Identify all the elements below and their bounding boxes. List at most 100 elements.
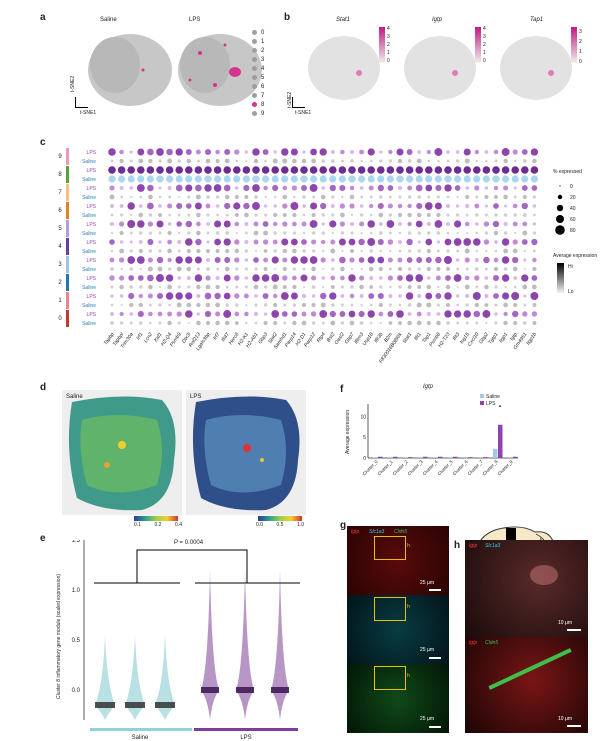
dotplot-dot — [272, 184, 279, 192]
dotplot-dot — [474, 185, 480, 191]
dotplot-dot — [378, 222, 383, 226]
dotplot-dot — [254, 213, 258, 217]
dotplot-dot — [435, 293, 442, 299]
dotplot-dot — [456, 303, 459, 307]
dotplot-dot — [436, 266, 441, 272]
dotplot-dot — [465, 267, 469, 271]
dotplot-dot — [348, 175, 356, 183]
dotplot-gene-label: B2m — [383, 332, 394, 344]
dotplot-gene-label: Rtp4 — [316, 332, 327, 344]
dotplot-dot — [444, 238, 452, 246]
dotplot-dot — [512, 203, 518, 209]
dotplot-dot — [302, 231, 306, 235]
dotplot-dot — [214, 256, 221, 264]
feature-plot-igtp-hotspot — [452, 70, 458, 76]
dotplot-dot — [120, 267, 123, 271]
dotplot-dot — [282, 194, 288, 200]
dotplot-dot — [300, 166, 308, 174]
dotplot-dot — [417, 195, 421, 199]
dotplot-dot — [377, 256, 385, 264]
dotplot-dot — [406, 149, 413, 155]
dotplot-dot — [130, 195, 133, 199]
dotplot-dot — [273, 320, 278, 326]
legend-label: 3 — [261, 56, 265, 63]
dotplot-dot — [425, 175, 433, 183]
dotplot-dot — [484, 284, 489, 290]
dotplot-dot — [110, 249, 114, 253]
dotplot-dot — [474, 275, 480, 281]
dotplot-dot — [533, 213, 536, 217]
panel-a-label: a — [40, 12, 46, 23]
dotplot-dot — [378, 231, 383, 235]
dotplot-dot — [312, 249, 316, 253]
dotplot-dot — [234, 311, 240, 317]
dotplot-dot — [330, 239, 336, 245]
dotplot-dot — [377, 292, 384, 300]
dotplot-dot — [204, 184, 212, 192]
dotplot-dot — [186, 158, 192, 164]
panel-b-axis-x: t-SNE1 — [295, 110, 312, 116]
dotplot-dot — [453, 238, 462, 246]
dotplot-dot — [398, 240, 402, 244]
dotplot-dot — [387, 275, 393, 281]
dotplot-dot — [473, 238, 481, 246]
dotplot-gene-label: Irf1 — [135, 332, 144, 342]
dotplot-dot — [167, 320, 172, 326]
dotplot-dot — [234, 248, 239, 254]
dotplot-dot — [388, 149, 393, 155]
dotplot-dot — [129, 231, 133, 235]
dotplot-dot — [493, 266, 499, 272]
dotplot-dot — [464, 284, 470, 290]
dotplot-dot — [311, 275, 317, 281]
legend-dot-icon — [252, 30, 257, 35]
panel-h-bottom-image: Igtp Cldn5 10 µm — [465, 637, 588, 733]
violin-group-label-saline: Saline — [132, 735, 149, 740]
dotplot-dot — [465, 321, 469, 325]
dotplot-dot — [292, 267, 297, 271]
dotplot-dot — [330, 248, 336, 254]
dotplot-dot — [437, 285, 440, 289]
panel-g-inset-label-3: h — [407, 673, 410, 679]
dotplot-dot — [282, 203, 288, 209]
dotplot-dot — [434, 220, 443, 228]
dotplot-dot — [205, 158, 211, 164]
dotplot-dot — [427, 159, 431, 163]
dotplot-dot — [168, 195, 172, 199]
dotplot-dot — [513, 186, 517, 190]
dotplot-dot — [465, 186, 470, 190]
dotplot-dot — [273, 221, 278, 227]
dotplot-dot — [377, 175, 385, 183]
dotplot-dot — [530, 166, 539, 174]
dotplot-dot — [234, 275, 240, 281]
dotplot-dot — [139, 267, 142, 271]
dotplot-dot — [350, 267, 354, 271]
dotplot-dot — [242, 166, 251, 174]
violin-ytick: 0.5 — [72, 638, 81, 644]
dotplot-dot — [407, 320, 412, 326]
violin-ytick: 1.0 — [72, 588, 81, 594]
dotplot-dot — [129, 249, 133, 253]
dotplot-dot — [330, 285, 335, 289]
dotplot-dot — [252, 166, 260, 174]
dotplot-color-legend-lo: Lo — [568, 289, 574, 295]
dotplot-gene-label: Ifit3b — [373, 332, 384, 345]
panel-g-scale-1: 25 µm — [420, 580, 434, 586]
dotplot-dot — [138, 212, 144, 218]
dotplot-dot — [158, 159, 162, 163]
dotplot-dot — [493, 230, 499, 236]
dotplot-dot — [138, 240, 143, 244]
dotplot-dot — [396, 175, 404, 183]
dotplot-dot — [319, 148, 327, 156]
dotplot-dot — [129, 321, 133, 325]
dotplot-dot — [340, 321, 345, 325]
dotplot-row-label: Saline — [82, 303, 96, 309]
dotplot-dot — [149, 321, 152, 325]
dotplot-dot — [503, 231, 508, 235]
dotplot-dot — [206, 240, 210, 244]
dotplot-dot — [321, 213, 325, 217]
dotplot-dot — [177, 159, 181, 163]
dotplot-dot — [204, 175, 212, 183]
dotplot-dot — [120, 195, 123, 199]
dotplot-dot — [235, 186, 239, 190]
dotplot-dot — [511, 175, 519, 183]
